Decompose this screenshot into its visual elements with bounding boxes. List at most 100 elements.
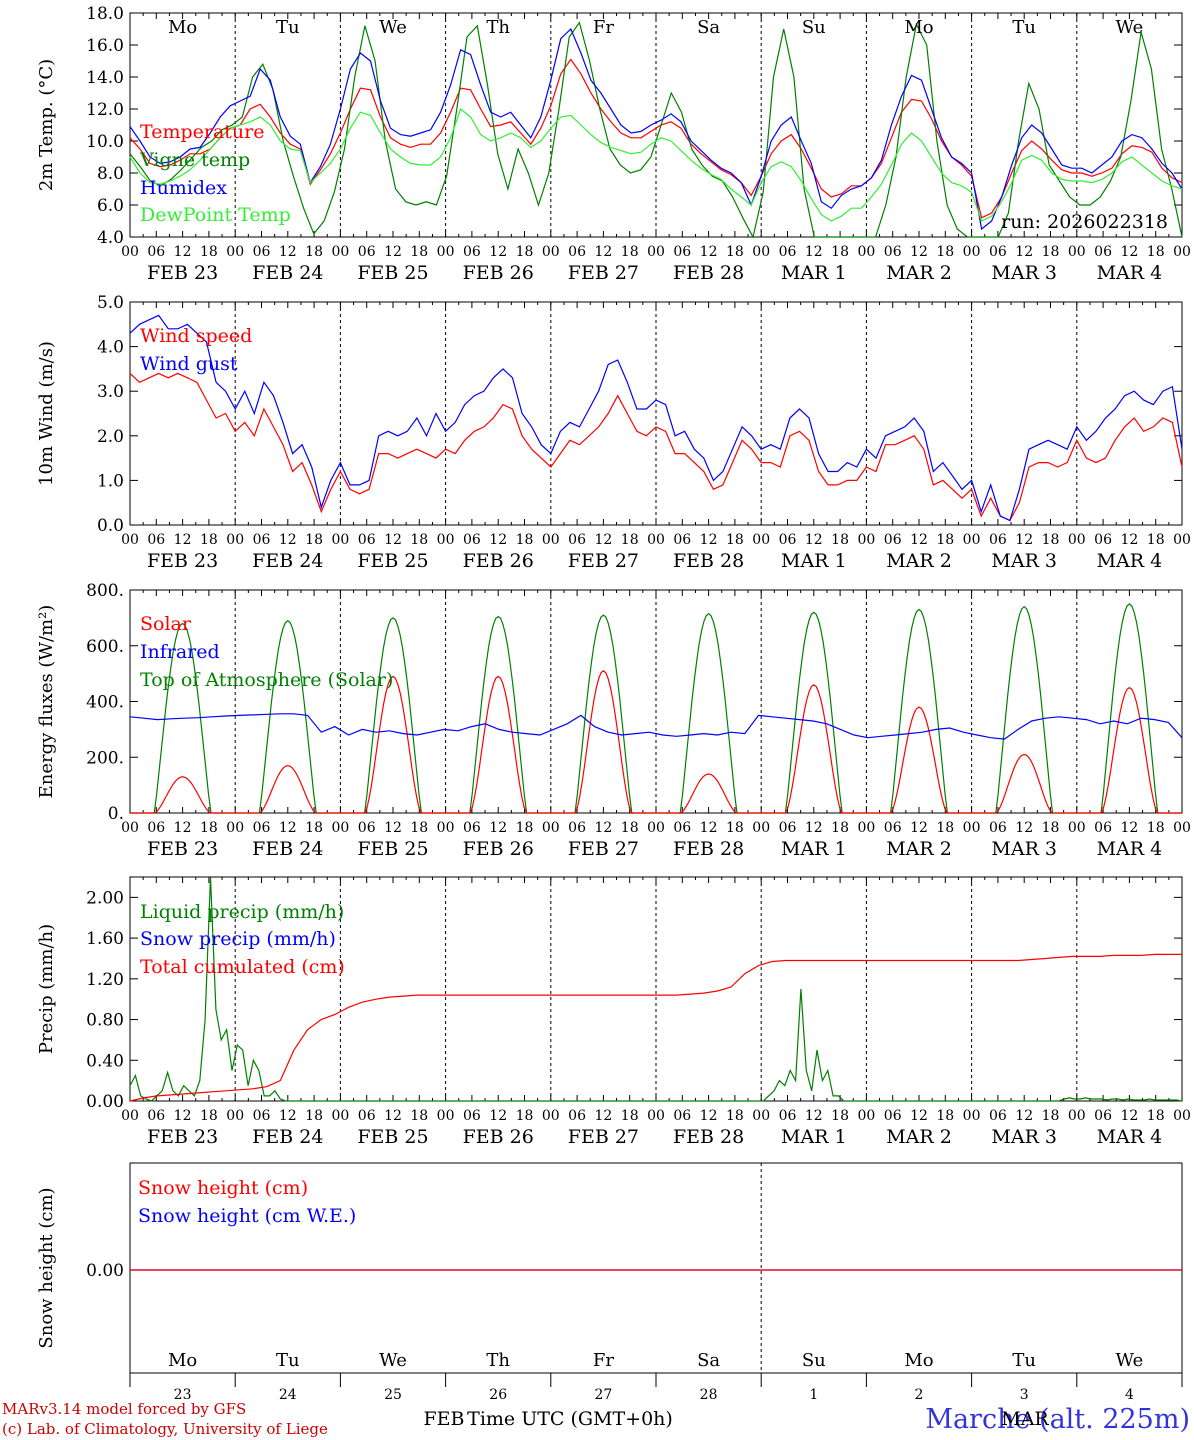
y-tick-label: 0.0 [97,516,124,536]
y-tick-label: 5.0 [97,293,124,313]
legend-solar: Solar [140,613,192,635]
hour-tick-label: 12 [384,1108,402,1124]
hour-tick-label: 06 [253,532,271,548]
bottom-day-number: 2 [915,1387,924,1403]
hour-tick-label: 12 [1120,820,1138,836]
day-label-bottom: We [379,1350,407,1371]
station-label: Marche (alt. 225m) [925,1404,1190,1435]
legend-vigne-temp: Vigne temp [139,149,250,171]
hour-tick-label: 00 [121,532,139,548]
hour-tick-label: 18 [726,820,744,836]
hour-tick-label: 06 [358,244,376,260]
hour-tick-label: 06 [989,820,1007,836]
hour-tick-label: 12 [805,244,823,260]
hour-tick-label: 06 [673,532,691,548]
hour-tick-label: 18 [305,1108,323,1124]
hour-tick-label: 12 [174,532,192,548]
hour-tick-label: 06 [673,244,691,260]
hour-tick-label: 00 [752,1108,770,1124]
hour-tick-label: 00 [542,244,560,260]
hour-tick-label: 00 [331,1108,349,1124]
hour-tick-label: 06 [147,1108,165,1124]
day-label-top: Tu [1012,17,1036,38]
bottom-day-number: 1 [809,1387,818,1403]
hour-tick-label: 18 [1147,532,1165,548]
hour-tick-label: 12 [594,820,612,836]
hour-tick-label: 06 [673,820,691,836]
hour-tick-label: 18 [936,244,954,260]
hour-tick-label: 12 [1015,820,1033,836]
hour-tick-label: 06 [463,820,481,836]
day-label-top: We [379,17,407,38]
date-label: FEB 25 [357,838,428,860]
hour-tick-label: 18 [305,532,323,548]
series-liquid-precip-mm-h- [129,876,1183,1102]
hour-tick-label: 00 [121,244,139,260]
plot-frame [129,589,1183,814]
date-label: FEB 27 [568,1126,639,1148]
y-axis-label: 10m Wind (m/s) [36,341,57,486]
hour-tick-label: 00 [1068,1108,1086,1124]
date-label: FEB 27 [568,838,639,860]
series-solar [130,670,1182,814]
hour-tick-label: 12 [174,244,192,260]
hour-tick-label: 00 [542,532,560,548]
hour-tick-label: 18 [410,1108,428,1124]
hour-tick-label: 00 [437,244,455,260]
hour-tick-label: 18 [1147,1108,1165,1124]
date-label: FEB 24 [252,262,323,284]
hour-tick-label: 12 [279,532,297,548]
day-label-top: We [1116,17,1144,38]
date-label: FEB 28 [673,838,744,860]
hour-tick-label: 18 [516,1108,534,1124]
plot-frame [129,301,1183,526]
hour-tick-label: 00 [752,820,770,836]
hour-tick-label: 18 [936,1108,954,1124]
hour-tick-label: 00 [647,820,665,836]
hour-tick-label: 18 [726,244,744,260]
series-infrared [129,713,1183,740]
series-top-of-atmosphere-solar [130,603,1182,814]
hour-tick-label: 00 [542,820,560,836]
hour-tick-label: 18 [200,532,218,548]
hour-tick-label: 12 [1120,532,1138,548]
hour-tick-label: 12 [279,1108,297,1124]
hour-tick-label: 06 [253,244,271,260]
hour-tick-label: 00 [331,244,349,260]
hour-tick-label: 00 [542,1108,560,1124]
hour-tick-label: 00 [437,820,455,836]
date-label: MAR 3 [991,550,1057,572]
date-label: FEB 26 [463,550,534,572]
hour-tick-label: 18 [1042,1108,1060,1124]
date-label: FEB 23 [147,262,218,284]
hour-tick-label: 18 [410,244,428,260]
date-label: MAR 2 [886,1126,952,1148]
legend-wind-speed: Wind speed [140,325,252,347]
hour-tick-label: 00 [647,532,665,548]
hour-tick-label: 06 [884,1108,902,1124]
hour-tick-label: 00 [963,820,981,836]
legend-total-cumulated-cm-: Total cumulated (cm) [140,956,345,978]
hour-tick-label: 18 [936,820,954,836]
hour-tick-label: 00 [437,532,455,548]
footer-line2: (c) Lab. of Climatology, University of L… [2,1420,328,1438]
date-label: FEB 23 [147,838,218,860]
bottom-day-number: 23 [174,1387,192,1403]
y-axis-label: Snow height (cm) [36,1187,57,1348]
y-tick-label: 14.0 [86,68,124,88]
hour-tick-label: 12 [489,820,507,836]
date-label: MAR 4 [1097,262,1163,284]
bottom-day-number: 28 [700,1387,718,1403]
hour-tick-label: 00 [1173,1108,1191,1124]
day-label-top: Su [802,17,826,38]
hour-tick-label: 00 [857,244,875,260]
date-label: MAR 3 [991,838,1057,860]
date-label: FEB 26 [463,262,534,284]
date-label: FEB 28 [673,550,744,572]
panel-4: 00 06 12 18 00 06 12 18 00 06 12 18 00 06 12 18 00 06 12 18… [36,876,1191,1148]
hour-tick-label: 18 [1147,820,1165,836]
hour-tick-label: 00 [1173,820,1191,836]
bottom-month-mar: MAR [1001,1408,1049,1430]
hour-tick-label: 12 [279,244,297,260]
hour-tick-label: 06 [884,532,902,548]
